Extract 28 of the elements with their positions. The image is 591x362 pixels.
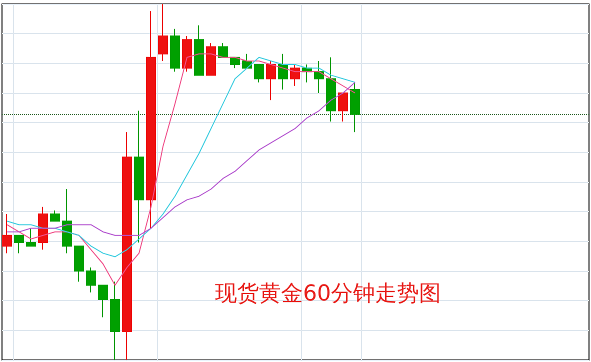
candlestick	[194, 24, 204, 76]
candlestick	[278, 53, 288, 90]
candlestick	[266, 60, 276, 101]
candlestick	[62, 188, 72, 254]
candlestick	[2, 214, 12, 254]
text: 现货黄金60分钟走势图	[215, 282, 441, 306]
candlestick	[38, 206, 48, 250]
candlestick	[98, 284, 108, 318]
candlestick	[86, 266, 96, 293]
candlestick	[158, 4, 168, 62]
candlestick	[14, 234, 24, 254]
candlestick	[326, 56, 336, 122]
candlestick	[338, 92, 348, 122]
candlestick	[290, 64, 300, 86]
candlestick	[146, 10, 156, 229]
candlestick	[254, 64, 264, 83]
candlestick	[110, 281, 120, 360]
candlestick	[218, 42, 228, 58]
candlestick	[134, 110, 144, 244]
candlestick	[206, 42, 216, 76]
candlestick	[170, 28, 180, 72]
candlestick	[122, 132, 132, 360]
candlestick	[350, 82, 360, 133]
candlestick	[26, 228, 36, 247]
candlestick	[182, 36, 192, 72]
candlestick	[74, 246, 84, 282]
candlestick	[314, 60, 324, 94]
candlestick	[50, 210, 60, 222]
